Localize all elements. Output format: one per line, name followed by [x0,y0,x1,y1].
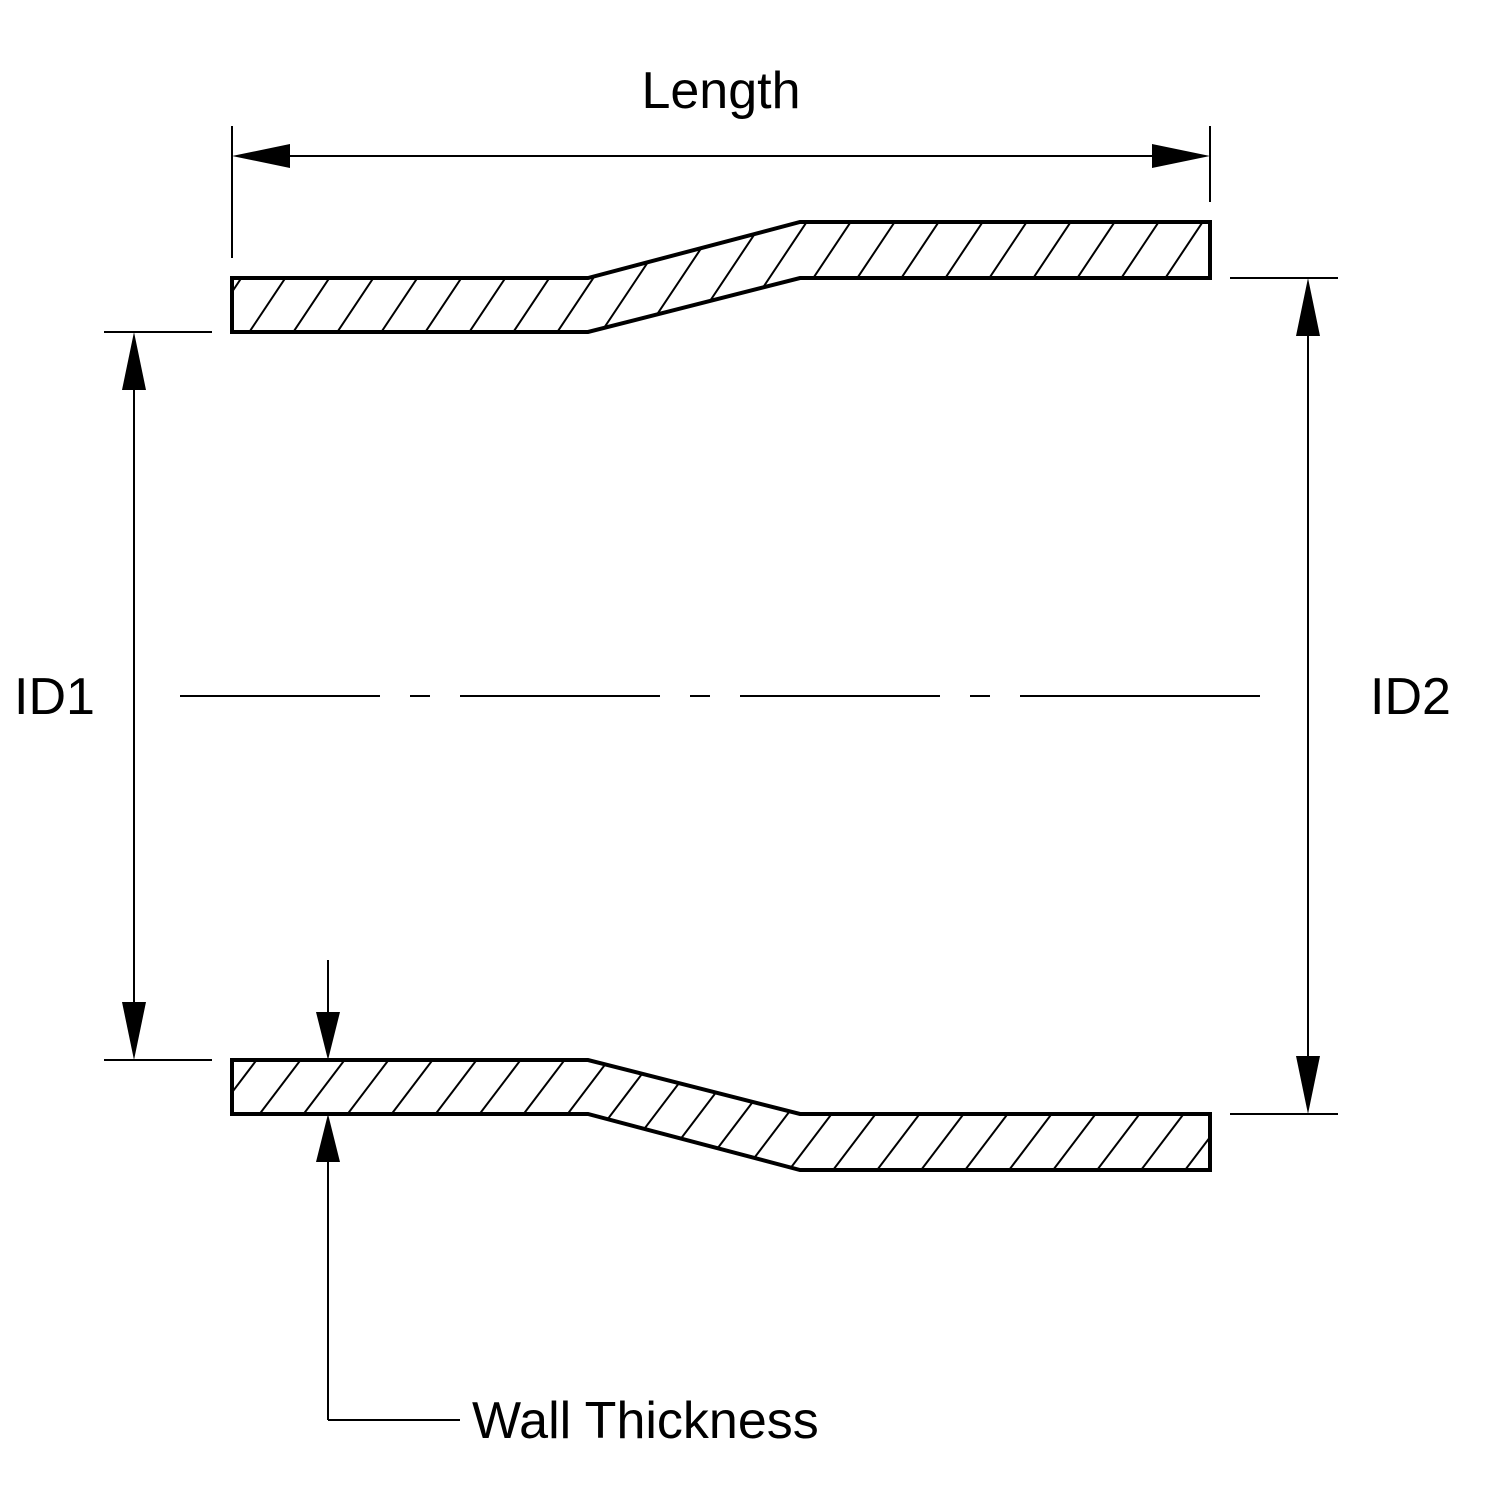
length-label: Length [641,62,800,120]
top-wall-outline [232,222,1210,332]
bottom-wall-outline [232,1060,1210,1170]
engineering-drawing: Length ID1 ID2 Wall Thi [0,0,1510,1510]
bottom-wall-hatch [120,950,1352,1240]
id2-dimension: ID2 [1230,278,1451,1114]
id2-label: ID2 [1370,668,1451,726]
id1-label: ID1 [14,668,95,726]
wall-thickness-label: Wall Thickness [472,1392,819,1450]
top-wall-hatch [160,100,1372,400]
wall-thickness-dimension: Wall Thickness [316,960,819,1450]
length-dimension: Length [232,62,1210,258]
